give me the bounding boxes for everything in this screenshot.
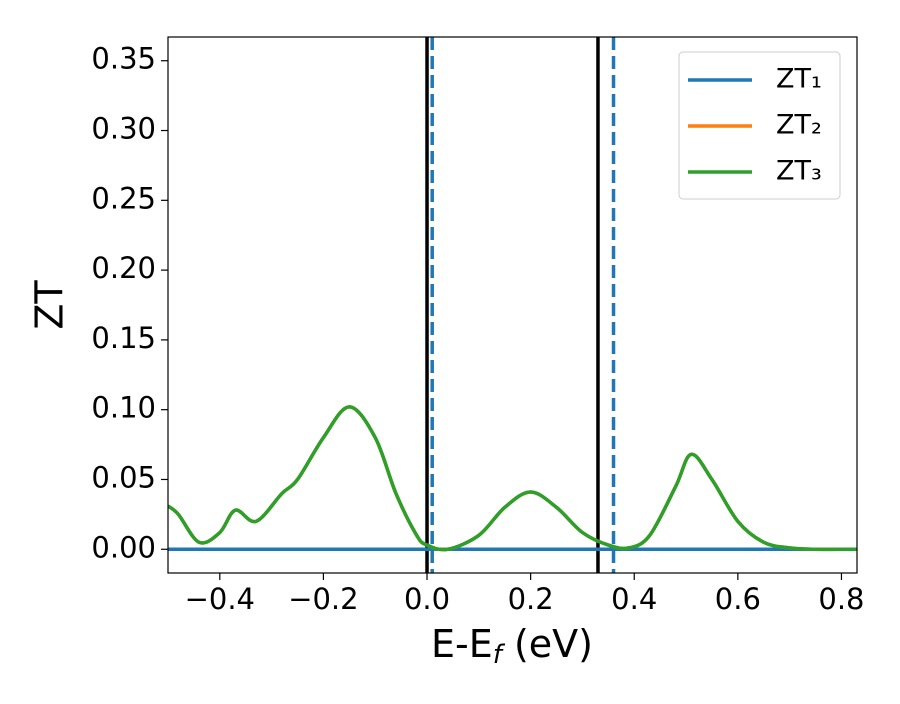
legend-label: ZT₃ — [776, 156, 822, 187]
y-tick-label: 0.25 — [91, 181, 156, 215]
x-tick-label: 0.8 — [818, 582, 864, 616]
series-line — [168, 405, 857, 552]
legend-label: ZT₁ — [776, 64, 822, 95]
y-axis-label: ZT — [28, 280, 72, 330]
x-label-rest: (eV) — [502, 622, 593, 666]
overlay: 0.00 0.05 0.10 0.15 0.20 0.25 0.30 0.35 −0.4 −0.2… — [91, 36, 865, 616]
axes-frame — [167, 36, 858, 574]
y-tick-label: 0.35 — [91, 42, 156, 76]
y-tick-label: 0.00 — [91, 530, 156, 564]
x-axis-label: E-Ef (eV) — [431, 622, 593, 670]
x-tick-label: 0.2 — [508, 582, 554, 616]
x-tick-label: 0.4 — [611, 582, 657, 616]
x-tick-label: 0.0 — [404, 582, 450, 616]
plot-area — [168, 37, 857, 573]
series-line — [168, 405, 857, 552]
x-tick-label: 0.6 — [715, 582, 761, 616]
x-tick-label: −0.2 — [288, 582, 358, 616]
y-tick-label: 0.15 — [91, 321, 156, 355]
x-tick-label: −0.4 — [185, 582, 255, 616]
y-tick-label: 0.20 — [91, 251, 156, 285]
legend-box — [678, 51, 841, 200]
y-tick-label: 0.10 — [91, 391, 156, 425]
x-label-main: E-E — [431, 622, 493, 666]
y-tick-label: 0.05 — [91, 460, 156, 494]
y-tick-label: 0.30 — [91, 112, 156, 146]
legend-label: ZT₂ — [776, 110, 822, 141]
